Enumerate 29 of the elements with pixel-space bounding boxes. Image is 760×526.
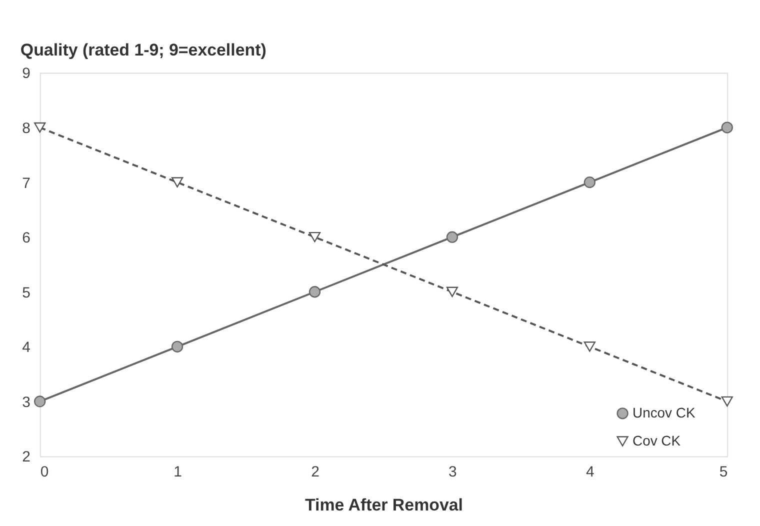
legend-label: Cov CK [632,432,682,448]
x-tick-label: 4 [586,464,594,481]
point [584,176,596,188]
point [721,396,733,407]
point [308,232,321,242]
point [446,286,458,297]
point [721,122,733,134]
x-tick-label: 0 [40,464,49,481]
y-tick-label: 8 [22,120,30,137]
x-tick-label: 1 [174,464,182,481]
y-tick-label: 7 [22,174,30,192]
y-tick-label: 2 [22,448,30,466]
y-tick-label: 9 [22,65,30,82]
x-tick-label: 2 [311,464,320,481]
point [308,286,321,298]
y-tick-label: 4 [22,339,30,356]
point [34,396,46,408]
legend-label: Uncov CK [632,404,696,420]
x-axis-title: Time After Removal [304,496,463,515]
point [446,231,458,243]
y-tick-label: 6 [22,230,30,247]
x-tick-label: 3 [448,464,457,481]
y-tick-label: 5 [22,284,30,302]
y-axis-title: Quality (rated 1-9; 9=excellent) [20,40,266,60]
x-tick-label: 5 [719,464,728,481]
point [171,340,184,352]
point [584,342,596,352]
y-tick-label: 3 [22,394,30,411]
point [171,177,184,188]
